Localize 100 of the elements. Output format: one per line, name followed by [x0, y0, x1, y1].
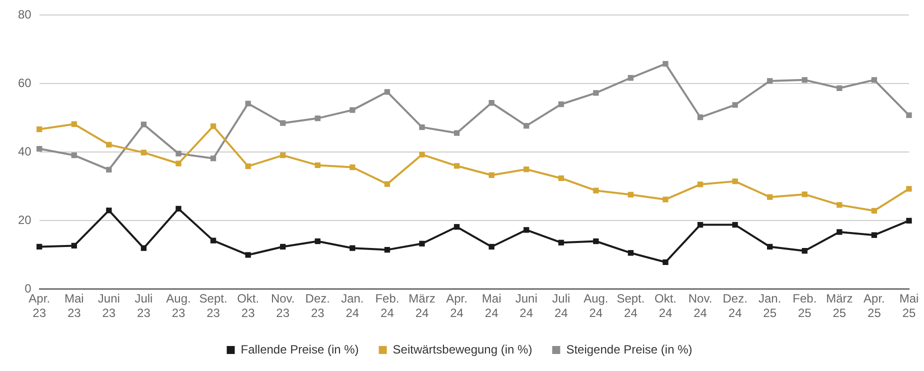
x-tick-label: Dez. 24 — [722, 292, 748, 320]
point — [906, 218, 912, 224]
x-tick-label: Feb. 24 — [375, 292, 400, 320]
point — [71, 152, 77, 158]
x-tick-label: Sept. 23 — [199, 292, 228, 320]
point — [836, 85, 842, 91]
point — [524, 123, 530, 129]
point — [140, 150, 147, 156]
legend-label: Fallende Preise (in %) — [240, 342, 359, 356]
x-tick-label: Nov. 24 — [688, 292, 712, 320]
point — [732, 222, 738, 228]
point — [280, 152, 286, 158]
point — [314, 115, 320, 122]
point — [802, 77, 808, 83]
y-tick-label: 80 — [18, 8, 32, 22]
point — [210, 123, 216, 129]
x-tick-label: Okt. 23 — [237, 292, 260, 320]
point — [314, 238, 320, 244]
y-tick-label: 20 — [18, 213, 32, 228]
point — [593, 188, 599, 194]
x-tick-label: Mai 23 — [64, 292, 84, 320]
point — [106, 208, 112, 214]
point — [732, 178, 738, 184]
point — [106, 142, 112, 148]
y-tick-label: 60 — [18, 76, 32, 90]
point — [314, 162, 320, 168]
point — [280, 120, 286, 126]
point — [628, 192, 634, 198]
point — [71, 242, 77, 249]
point — [488, 244, 494, 250]
point — [697, 114, 704, 120]
point — [210, 156, 216, 162]
point — [350, 164, 356, 170]
x-tick-label: Mai 24 — [482, 292, 502, 320]
point — [419, 240, 425, 246]
point — [697, 222, 704, 228]
point — [767, 244, 773, 250]
point — [384, 89, 390, 95]
point — [524, 166, 530, 172]
point — [906, 186, 912, 192]
point — [245, 100, 251, 106]
point — [384, 246, 390, 253]
point — [558, 175, 564, 182]
x-tick-label: Nov. 23 — [270, 292, 295, 320]
point — [802, 192, 808, 198]
x-tick-label: Apr. 24 — [446, 292, 468, 320]
point — [836, 202, 842, 208]
x-tick-label: Feb. 25 — [792, 292, 817, 320]
legend-label: Seitwärtsbewegung (in %) — [392, 342, 532, 356]
x-tick-label: Aug. 23 — [166, 292, 191, 320]
point — [871, 232, 878, 238]
x-tick-label: Dez. 23 — [305, 292, 330, 320]
point — [871, 77, 878, 83]
point — [36, 244, 42, 250]
point — [36, 126, 42, 132]
point — [140, 245, 147, 251]
point — [662, 61, 668, 67]
x-tick-label: Jan. 24 — [341, 292, 364, 320]
point — [628, 75, 634, 81]
point — [871, 208, 878, 214]
point — [210, 238, 216, 244]
point — [836, 229, 842, 235]
point — [419, 124, 425, 130]
point — [558, 240, 564, 246]
point — [732, 102, 738, 108]
x-tick-label: Juli 23 — [134, 292, 153, 320]
x-tick-label: Jan. 25 — [758, 292, 782, 320]
x-tick-label: Mai 25 — [899, 292, 919, 320]
point — [419, 152, 425, 158]
point — [662, 259, 668, 265]
point — [176, 206, 182, 212]
point — [628, 250, 634, 256]
x-tick-label: Juni 23 — [98, 292, 120, 320]
legend-label: Steigende Preise (in %) — [566, 342, 692, 356]
point — [245, 163, 251, 170]
point — [454, 224, 460, 230]
point — [767, 194, 773, 200]
point — [106, 166, 112, 172]
point — [488, 100, 494, 106]
point — [384, 181, 390, 187]
point — [245, 252, 251, 258]
y-tick-label: 40 — [18, 144, 32, 159]
x-tick-label: März 24 — [408, 292, 436, 320]
point — [280, 244, 286, 250]
point — [524, 227, 530, 233]
x-tick-label: Okt. 24 — [654, 292, 677, 320]
point — [140, 122, 147, 128]
point — [454, 130, 460, 136]
x-tick-label: Juni 24 — [515, 292, 538, 320]
x-tick-label: Aug. 24 — [584, 292, 608, 320]
point — [454, 163, 460, 169]
point — [36, 146, 42, 152]
point — [593, 90, 599, 96]
point — [593, 238, 599, 244]
point — [558, 101, 564, 108]
point — [906, 112, 912, 118]
x-tick-label: Sept. 24 — [616, 292, 645, 320]
point — [662, 196, 668, 202]
point — [71, 121, 77, 127]
x-tick-label: Apr. 25 — [864, 292, 885, 320]
